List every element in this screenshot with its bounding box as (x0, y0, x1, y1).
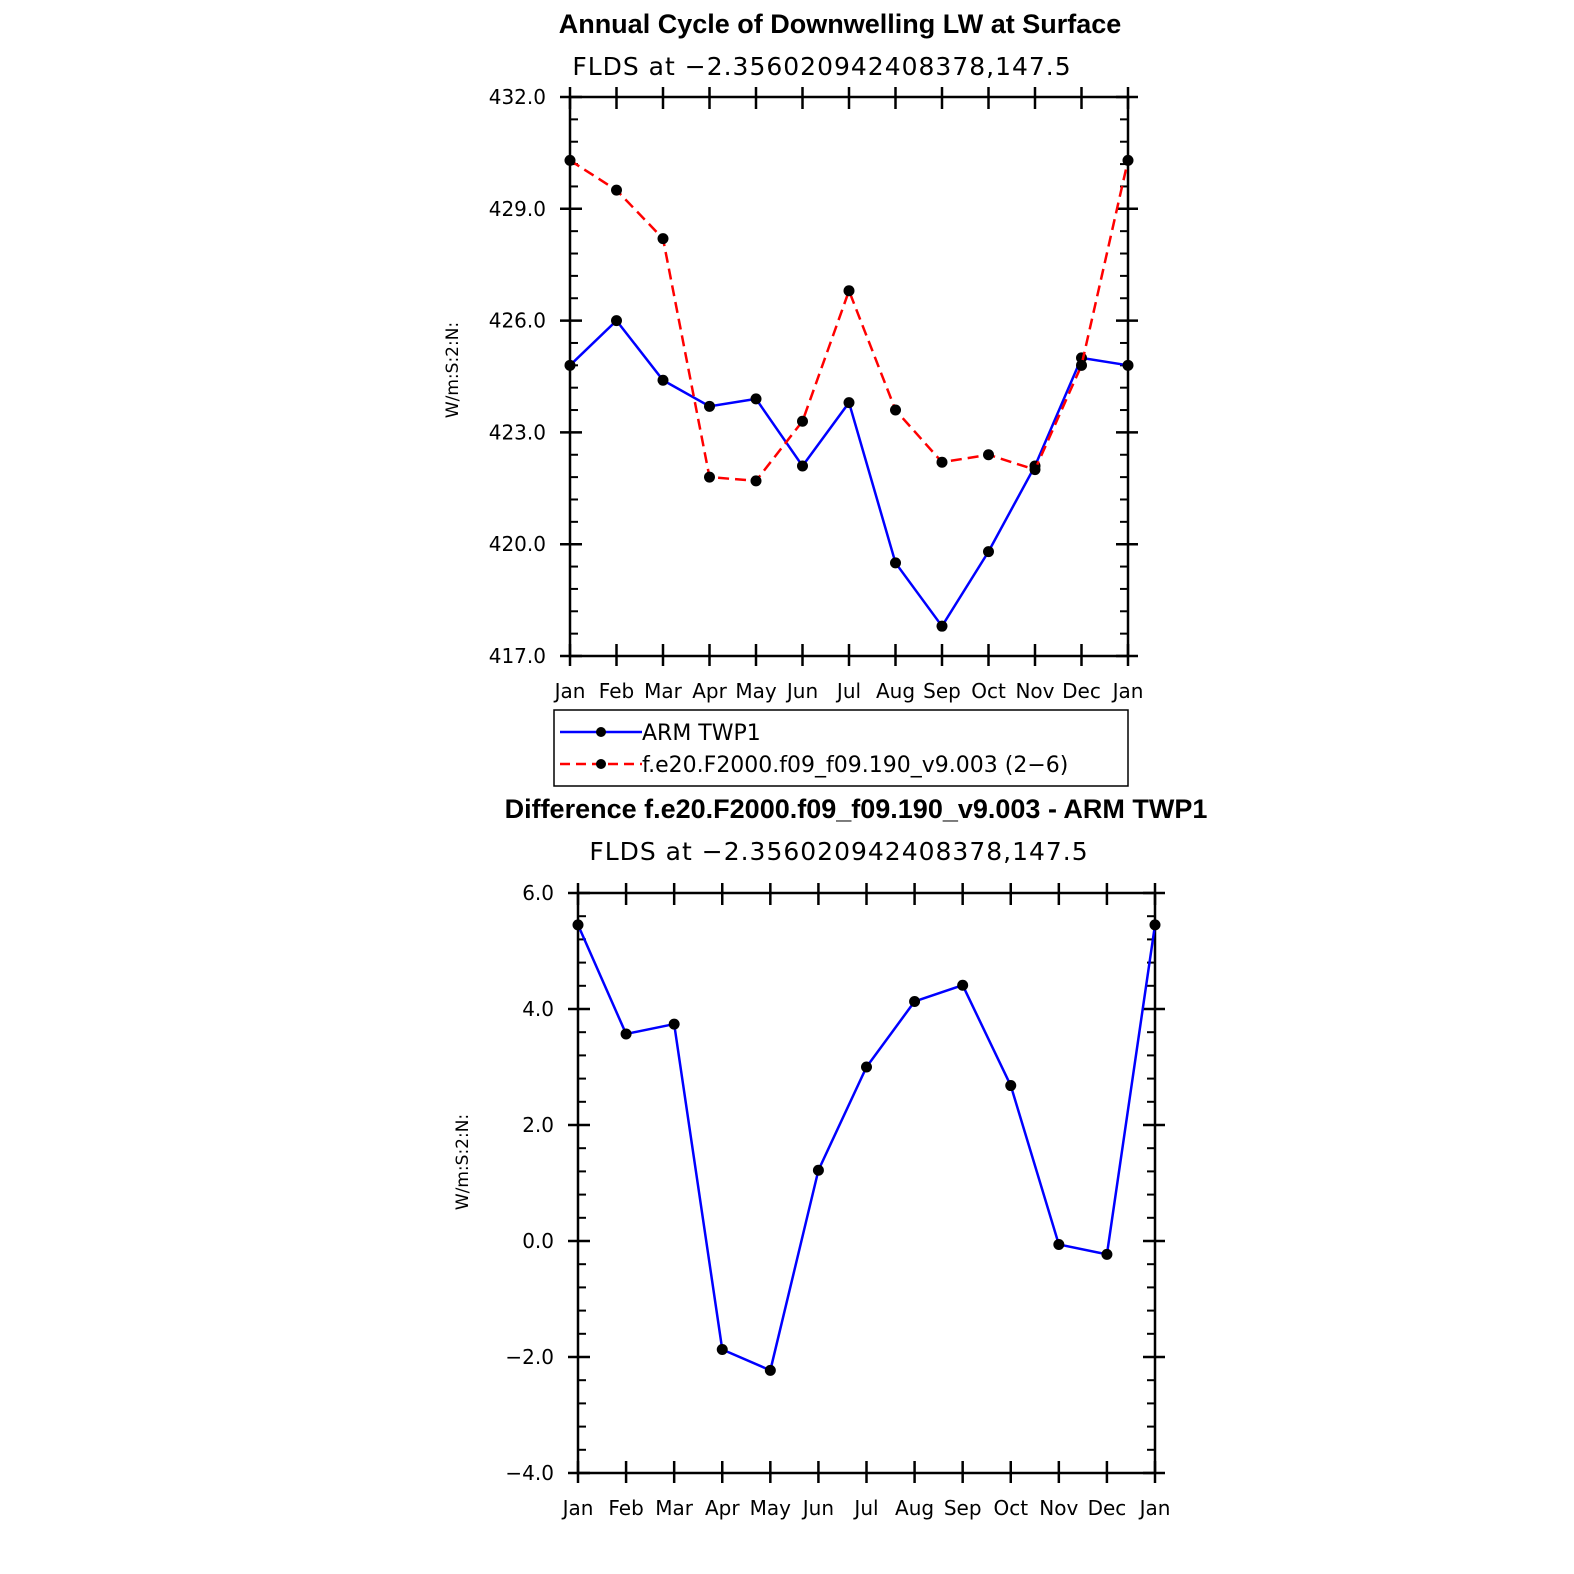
data-point (611, 315, 622, 327)
data-point (957, 979, 969, 991)
data-point (1029, 464, 1041, 476)
x-tick-label: Dec (1062, 679, 1101, 703)
data-point (611, 184, 622, 196)
y-tick-label: 4.0 (522, 997, 554, 1021)
y-tick-label: 420.0 (489, 532, 546, 556)
x-tick-label: Jan (1111, 679, 1144, 703)
x-tick-label: May (750, 1496, 792, 1520)
x-tick-label: Jul (835, 679, 861, 703)
data-point (983, 449, 994, 461)
data-point (657, 374, 669, 386)
x-tick-label: Jul (852, 1496, 878, 1520)
series-line-0 (569, 318, 1129, 629)
y-tick-label: −4.0 (505, 1461, 554, 1485)
data-point (797, 415, 808, 427)
legend-box (553, 709, 1129, 787)
y-tick-label: 0.0 (522, 1229, 554, 1253)
x-tick-label: Jun (785, 679, 818, 703)
data-point (890, 557, 901, 569)
plot-frame (568, 95, 1130, 658)
data-point (1122, 359, 1134, 371)
data-point (716, 1343, 728, 1355)
data-point (764, 1364, 776, 1376)
x-tick-label: Aug (895, 1496, 934, 1520)
x-tick-label: Oct (971, 679, 1006, 703)
chart-subtitle: FLDS at −2.356020942408378,147.5 (572, 52, 1071, 81)
plot-area: Jan Feb Mar Apr May Jun Jul Aug Sep Oct Nov Dec Jan 4… (489, 85, 1144, 703)
data-point (1149, 919, 1161, 931)
data-point (1122, 154, 1134, 166)
plot-area: Jan Feb Mar Apr May Jun Jul Aug Sep Oct Nov Dec Jan−… (505, 881, 1170, 1520)
series-line-1 (569, 159, 1130, 483)
x-tick-label: Jan (561, 1496, 594, 1520)
x-tick-label: Sep (923, 679, 961, 703)
x-tick-label: Oct (993, 1496, 1028, 1520)
y-axis-label: W/m:S:2:N: (443, 322, 463, 418)
data-point (797, 460, 808, 472)
data-point (620, 1028, 632, 1040)
legend-label-arm: ARM TWP1 (642, 721, 761, 746)
data-point (657, 233, 669, 245)
data-point (843, 285, 855, 297)
y-tick-label: 417.0 (489, 644, 546, 668)
x-tick-label: Mar (644, 679, 683, 703)
x-tick-label: Apr (705, 1496, 740, 1520)
series-line-0 (576, 924, 1157, 1373)
y-tick-label: 432.0 (489, 85, 546, 109)
data-point (564, 359, 576, 371)
x-tick-label: Mar (655, 1496, 694, 1520)
data-point (564, 154, 576, 166)
y-tick-label: 6.0 (522, 881, 554, 905)
x-tick-label: Dec (1088, 1496, 1127, 1520)
data-point (1053, 1238, 1065, 1250)
data-point (704, 400, 715, 412)
data-point (909, 995, 921, 1007)
x-tick-label: Nov (1039, 1496, 1078, 1520)
x-tick-label: Feb (608, 1496, 643, 1520)
x-tick-label: Feb (599, 679, 634, 703)
x-tick-label: Jun (801, 1496, 834, 1520)
legend: ARM TWP1 f.e20.F2000.f09_f09.190_v9.003 … (553, 709, 1129, 787)
data-point (704, 471, 715, 483)
y-tick-label: 423.0 (489, 420, 546, 444)
y-axis-label: W/m:S:2:N: (453, 1114, 473, 1210)
data-point (1005, 1080, 1017, 1092)
legend-label-model: f.e20.F2000.f09_f09.190_v9.003 (2−6) (642, 753, 1068, 778)
chart-title: Annual Cycle of Downwelling LW at Surfac… (559, 9, 1122, 39)
data-point (861, 1061, 872, 1073)
data-point (936, 620, 948, 632)
x-tick-label: Jan (1138, 1496, 1171, 1520)
y-tick-label: 2.0 (522, 1113, 554, 1137)
y-tick-label: −2.0 (505, 1345, 554, 1369)
data-point (668, 1018, 680, 1030)
legend-marker-arm (596, 727, 606, 737)
chart-subtitle: FLDS at −2.356020942408378,147.5 (589, 837, 1088, 866)
data-point (890, 404, 901, 416)
x-tick-label: Aug (876, 679, 915, 703)
data-point (812, 1164, 824, 1176)
data-point (843, 397, 855, 409)
plot-frame (576, 891, 1157, 1475)
x-tick-label: Apr (692, 679, 727, 703)
x-tick-label: Sep (944, 1496, 982, 1520)
data-point (1101, 1248, 1113, 1260)
chart-annual-cycle: Annual Cycle of Downwelling LW at Surfac… (443, 9, 1144, 787)
data-point (1076, 359, 1087, 371)
legend-marker-model (596, 759, 606, 769)
data-point (750, 393, 762, 405)
data-point (983, 546, 994, 558)
chart-difference: Difference f.e20.F2000.f09_f09.190_v9.00… (453, 794, 1207, 1520)
x-tick-label: Nov (1015, 679, 1054, 703)
chart-title: Difference f.e20.F2000.f09_f09.190_v9.00… (505, 794, 1208, 824)
y-tick-label: 426.0 (489, 309, 546, 333)
y-tick-label: 429.0 (489, 197, 546, 221)
data-point (936, 456, 948, 468)
data-point (750, 475, 762, 487)
x-tick-label: Jan (553, 679, 586, 703)
x-tick-label: May (735, 679, 777, 703)
data-point (572, 919, 584, 931)
